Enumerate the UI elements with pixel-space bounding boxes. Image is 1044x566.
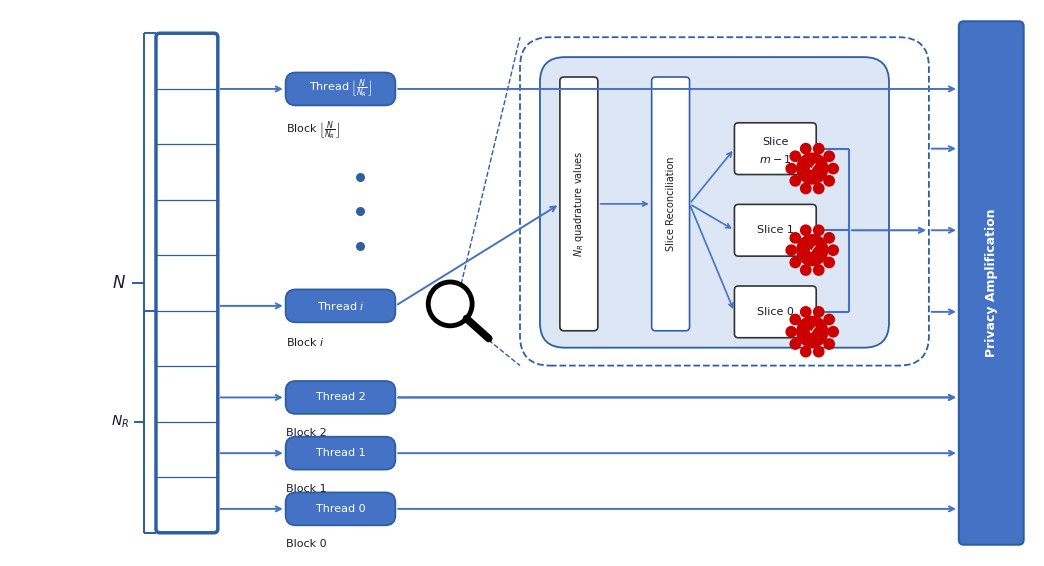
- Circle shape: [790, 151, 801, 161]
- FancyBboxPatch shape: [560, 77, 598, 331]
- Text: ✓: ✓: [807, 324, 817, 337]
- Circle shape: [797, 235, 828, 265]
- Text: Thread 1: Thread 1: [315, 448, 365, 458]
- Text: Slice 0: Slice 0: [757, 307, 793, 317]
- Circle shape: [813, 144, 824, 154]
- Circle shape: [790, 258, 801, 268]
- FancyBboxPatch shape: [734, 123, 816, 174]
- Circle shape: [828, 327, 838, 337]
- FancyBboxPatch shape: [958, 22, 1024, 544]
- Circle shape: [790, 175, 801, 186]
- Circle shape: [790, 314, 801, 325]
- Circle shape: [813, 346, 824, 357]
- FancyBboxPatch shape: [286, 381, 396, 414]
- Circle shape: [813, 225, 824, 235]
- Circle shape: [801, 265, 811, 275]
- FancyBboxPatch shape: [734, 204, 816, 256]
- FancyBboxPatch shape: [156, 33, 218, 533]
- Circle shape: [824, 314, 834, 325]
- Circle shape: [813, 265, 824, 275]
- Circle shape: [813, 183, 824, 194]
- Text: $N_R$ quadrature values: $N_R$ quadrature values: [572, 151, 586, 257]
- Circle shape: [801, 144, 811, 154]
- Circle shape: [824, 258, 834, 268]
- Text: $N_R$: $N_R$: [111, 414, 129, 430]
- Text: ✓: ✓: [807, 161, 817, 174]
- FancyBboxPatch shape: [286, 492, 396, 525]
- FancyBboxPatch shape: [286, 437, 396, 470]
- Text: Privacy Amplification: Privacy Amplification: [984, 209, 998, 357]
- Text: Slice Reconciliation: Slice Reconciliation: [666, 157, 675, 251]
- Circle shape: [813, 307, 824, 317]
- Circle shape: [824, 175, 834, 186]
- Text: Slice: Slice: [762, 137, 788, 147]
- Circle shape: [801, 183, 811, 194]
- FancyBboxPatch shape: [651, 77, 689, 331]
- Circle shape: [786, 327, 797, 337]
- Circle shape: [797, 153, 828, 184]
- Text: Block $i$: Block $i$: [286, 336, 325, 348]
- Circle shape: [790, 339, 801, 349]
- FancyBboxPatch shape: [286, 72, 396, 105]
- Circle shape: [786, 245, 797, 255]
- FancyBboxPatch shape: [520, 37, 929, 366]
- Text: $N$: $N$: [112, 274, 126, 292]
- Circle shape: [797, 316, 828, 347]
- Text: Thread $\left\lfloor\frac{N}{N_R}\right\rfloor$: Thread $\left\lfloor\frac{N}{N_R}\right\…: [309, 78, 372, 100]
- Text: Thread $i$: Thread $i$: [316, 300, 364, 312]
- Text: Block $\left\lfloor\frac{N}{N_R}\right\rfloor$: Block $\left\lfloor\frac{N}{N_R}\right\r…: [286, 119, 339, 142]
- Circle shape: [828, 164, 838, 174]
- Circle shape: [801, 346, 811, 357]
- Text: Thread 0: Thread 0: [315, 504, 365, 514]
- Circle shape: [790, 233, 801, 243]
- Circle shape: [786, 164, 797, 174]
- Circle shape: [824, 339, 834, 349]
- Circle shape: [801, 307, 811, 317]
- Circle shape: [428, 282, 472, 326]
- Text: Block 1: Block 1: [286, 483, 327, 494]
- Circle shape: [828, 245, 838, 255]
- Text: Block 2: Block 2: [286, 428, 327, 438]
- Circle shape: [801, 225, 811, 235]
- Text: Slice 1: Slice 1: [757, 225, 793, 235]
- FancyBboxPatch shape: [734, 286, 816, 338]
- Text: $m-1$: $m-1$: [759, 153, 791, 165]
- Text: ✓: ✓: [807, 243, 817, 256]
- Text: Thread 2: Thread 2: [315, 392, 365, 402]
- FancyBboxPatch shape: [540, 57, 889, 348]
- Circle shape: [824, 151, 834, 161]
- Circle shape: [824, 233, 834, 243]
- FancyBboxPatch shape: [286, 289, 396, 322]
- Text: Block 0: Block 0: [286, 539, 327, 549]
